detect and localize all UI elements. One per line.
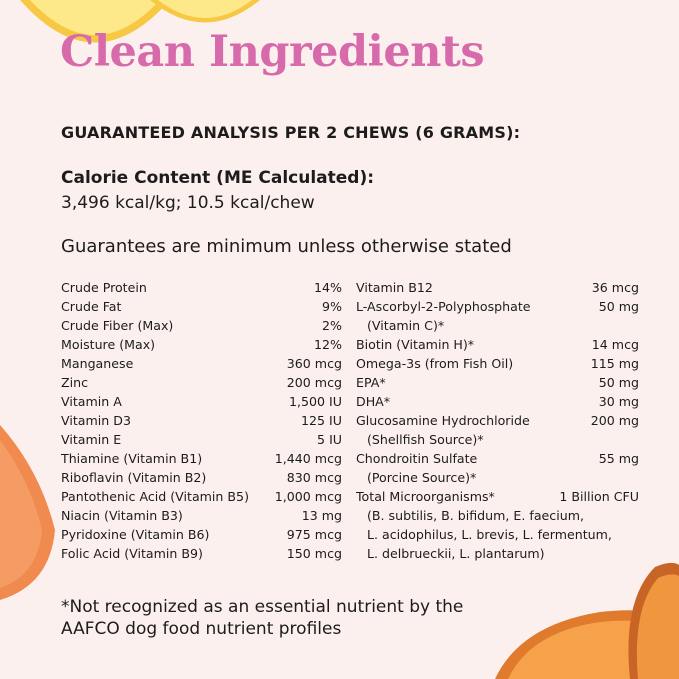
nutrient-row: Vitamin A 1,500 IU [61, 392, 342, 411]
nutrient-name: Glucosamine Hydrochloride [356, 413, 530, 428]
nutrient-value: 2% [322, 318, 342, 333]
nutrient-value: 55 mg [598, 451, 639, 466]
nutrient-value: 9% [322, 299, 342, 314]
nutrient-row: Manganese 360 mcg [61, 354, 342, 373]
nutrient-value: 200 mg [590, 413, 639, 428]
nutrient-list-right: Vitamin B12 36 mcg L-Ascorbyl-2-Polyphosph… [356, 278, 639, 563]
nutrient-subline: (Shellfish Source)* [367, 432, 484, 447]
nutrient-row: Glucosamine Hydrochloride 200 mg [356, 411, 639, 430]
nutrient-name: Biotin (Vitamin H)* [356, 337, 475, 352]
calorie-value: 3,496 kcal/kg; 10.5 kcal/chew [61, 193, 315, 213]
nutrient-row: Total Microorganisms* 1 Billion CFU [356, 487, 639, 506]
nutrient-name: Vitamin B12 [356, 280, 433, 295]
nutrient-name: Crude Protein [61, 280, 147, 295]
nutrient-subline: (Vitamin C)* [367, 318, 445, 333]
nutrient-row: Biotin (Vitamin H)* 14 mcg [356, 335, 639, 354]
nutrient-name: Pantothenic Acid (Vitamin B5) [61, 489, 249, 504]
lemon-slice-image [20, 0, 260, 43]
nutrient-value: 1,000 mcg [274, 489, 342, 504]
nutrient-value: 14 mcg [591, 337, 639, 352]
nutrient-name: DHA* [356, 394, 391, 409]
guarantees-note: Guarantees are minimum unless otherwise … [61, 236, 512, 257]
nutrient-row: Moisture (Max) 12% [61, 335, 342, 354]
nutrient-name: Niacin (Vitamin B3) [61, 508, 183, 523]
nutrient-name: Riboflavin (Vitamin B2) [61, 470, 207, 485]
nutrient-row: L-Ascorbyl-2-Polyphosphate 50 mg [356, 297, 639, 316]
nutrient-row: Thiamine (Vitamin B1) 1,440 mcg [61, 449, 342, 468]
salmon-image [0, 425, 55, 600]
nutrient-row: Vitamin E 5 IU [61, 430, 342, 449]
nutrient-row: Vitamin B12 36 mcg [356, 278, 639, 297]
nutrient-name: Zinc [61, 375, 89, 390]
nutrient-value: 150 mcg [286, 546, 342, 561]
nutrient-name: Thiamine (Vitamin B1) [61, 451, 203, 466]
nutrient-row: Pyridoxine (Vitamin B6) 975 mcg [61, 525, 342, 544]
nutrient-row: Niacin (Vitamin B3) 13 mg [61, 506, 342, 525]
nutrient-list-left: Crude Protein 14% Crude Fat 9% Crude Fiber (… [61, 278, 342, 563]
nutrient-value: 200 mcg [286, 375, 342, 390]
nutrient-row: Pantothenic Acid (Vitamin B5) 1,000 mcg [61, 487, 342, 506]
nutrient-name: L-Ascorbyl-2-Polyphosphate [356, 299, 531, 314]
nutrient-value: 12% [314, 337, 342, 352]
nutrient-value: 5 IU [317, 432, 342, 447]
nutrient-name: Vitamin E [61, 432, 122, 447]
nutrient-name: Pyridoxine (Vitamin B6) [61, 527, 210, 542]
nutrient-row: Riboflavin (Vitamin B2) 830 mcg [61, 468, 342, 487]
nutrient-name: EPA* [356, 375, 386, 390]
nutrient-value: 13 mg [301, 508, 342, 523]
nutrient-row: EPA* 50 mg [356, 373, 639, 392]
nutrient-row: Zinc 200 mcg [61, 373, 342, 392]
nutrient-value: 1,500 IU [289, 394, 342, 409]
nutrient-subline: L. delbrueckii, L. plantarum) [367, 546, 545, 561]
nutrient-name: Folic Acid (Vitamin B9) [61, 546, 203, 561]
nutrient-row: Chondroitin Sulfate 55 mg [356, 449, 639, 468]
nutrient-row: Vitamin D3 125 IU [61, 411, 342, 430]
nutrient-value: 50 mg [598, 299, 639, 314]
nutrient-row: Crude Fat 9% [61, 297, 342, 316]
nutrient-name: Manganese [61, 356, 134, 371]
calorie-label: Calorie Content (ME Calculated): [61, 168, 375, 188]
nutrient-subline: (B. subtilis, B. bifidum, E. faecium, [367, 508, 584, 523]
nutrient-name: Chondroitin Sulfate [356, 451, 478, 466]
footnote: *Not recognized as an essential nutrient… [61, 596, 463, 640]
sweet-potato-image [495, 562, 679, 679]
nutrient-name: Vitamin A [61, 394, 122, 409]
nutrient-row: Omega-3s (from Fish Oil) 115 mg [356, 354, 639, 373]
nutrient-value: 1 Billion CFU [559, 489, 639, 504]
footnote-line: AAFCO dog food nutrient profiles [61, 619, 342, 639]
nutrient-value: 50 mg [598, 375, 639, 390]
nutrient-row: Folic Acid (Vitamin B9) 150 mcg [61, 544, 342, 563]
nutrient-row: Crude Protein 14% [61, 278, 342, 297]
nutrient-value: 1,440 mcg [274, 451, 342, 466]
nutrient-row: DHA* 30 mg [356, 392, 639, 411]
nutrient-name: Crude Fiber (Max) [61, 318, 174, 333]
analysis-heading: GUARANTEED ANALYSIS PER 2 CHEWS (6 GRAMS… [61, 123, 521, 142]
nutrient-value: 115 mg [590, 356, 639, 371]
nutrient-row: Crude Fiber (Max) 2% [61, 316, 342, 335]
page-title: Clean Ingredients [60, 27, 485, 77]
nutrient-name: Total Microorganisms* [356, 489, 495, 504]
nutrient-subline: (Porcine Source)* [367, 470, 477, 485]
nutrient-value: 975 mcg [286, 527, 342, 542]
nutrient-value: 360 mcg [286, 356, 342, 371]
nutrient-value: 125 IU [301, 413, 342, 428]
nutrient-name: Moisture (Max) [61, 337, 156, 352]
nutrient-name: Vitamin D3 [61, 413, 131, 428]
nutrient-subline: L. acidophilus, L. brevis, L. fermentum, [367, 527, 612, 542]
nutrient-value: 14% [314, 280, 342, 295]
nutrient-name: Crude Fat [61, 299, 122, 314]
nutrient-value: 36 mcg [591, 280, 639, 295]
nutrient-value: 830 mcg [286, 470, 342, 485]
nutrient-name: Omega-3s (from Fish Oil) [356, 356, 514, 371]
footnote-line: *Not recognized as an essential nutrient… [61, 597, 464, 617]
nutrient-value: 30 mg [598, 394, 639, 409]
